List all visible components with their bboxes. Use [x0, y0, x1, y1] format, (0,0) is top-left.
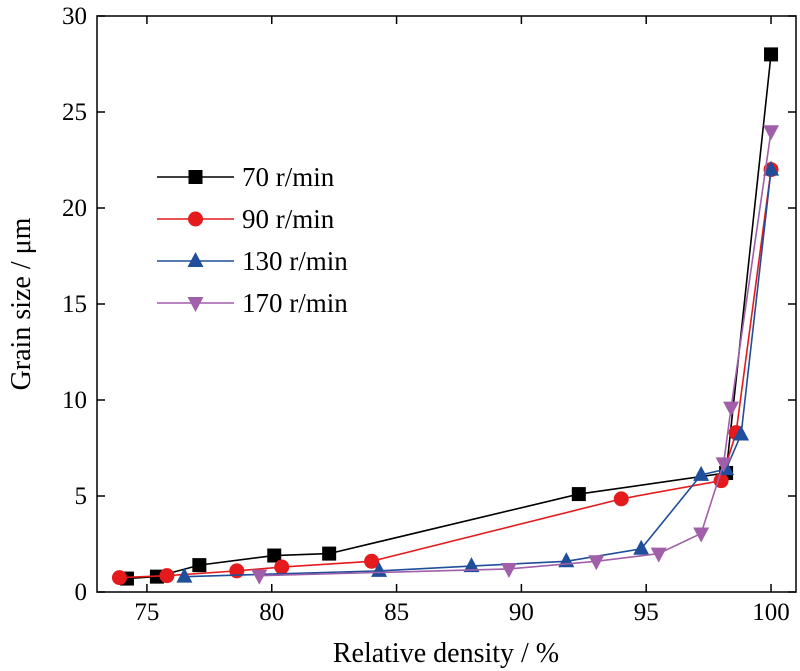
data-point [764, 47, 779, 62]
series-line [119, 169, 772, 579]
series-layer [111, 47, 780, 586]
x-tick-label: 95 [634, 599, 659, 626]
x-tick-label: 80 [259, 599, 284, 626]
legend-label: 130 r/min [242, 246, 348, 276]
legend-item: 130 r/min [157, 246, 348, 276]
series-line [126, 54, 772, 580]
data-point [251, 569, 268, 585]
data-point [159, 568, 175, 584]
y-tick-label: 10 [62, 387, 87, 414]
legend-marker [187, 297, 204, 312]
y-tick-label: 5 [75, 483, 88, 510]
x-tick-label: 100 [752, 599, 790, 626]
legend: 70 r/min 90 r/min 130 r/min 170 r/min [157, 162, 348, 318]
legend-item: 170 r/min [157, 288, 348, 318]
data-point [229, 563, 245, 579]
data-point [633, 539, 650, 555]
series-4 [251, 125, 780, 585]
series-line [259, 131, 772, 577]
series-3 [176, 160, 780, 583]
series-1 [119, 47, 779, 586]
data-point [500, 562, 517, 578]
data-point [733, 425, 750, 441]
legend-marker [188, 170, 203, 184]
y-tick-label: 30 [62, 3, 87, 30]
data-point [763, 160, 780, 176]
data-point [322, 546, 337, 561]
legend-item: 70 r/min [157, 162, 335, 192]
data-point [715, 457, 732, 473]
data-point [274, 559, 290, 575]
y-tick-label: 25 [62, 99, 87, 126]
legend-label: 90 r/min [242, 204, 335, 234]
x-axis-title: Relative density / % [333, 638, 559, 669]
x-tick-label: 75 [134, 599, 159, 626]
data-point [111, 570, 127, 586]
y-tick-label: 15 [62, 291, 87, 318]
y-axis-title: Grain size / μm [6, 217, 37, 390]
data-point [364, 553, 380, 569]
data-point [763, 125, 780, 141]
legend-label: 170 r/min [242, 288, 348, 318]
data-point [693, 465, 710, 481]
x-tick-label: 85 [384, 599, 409, 626]
legend-marker [187, 252, 204, 267]
y-tick-label: 0 [75, 579, 88, 606]
plot-frame [96, 15, 797, 593]
legend-marker [188, 211, 203, 227]
data-point [723, 401, 740, 417]
series-2 [111, 162, 779, 586]
data-point [650, 547, 667, 563]
legend-item: 90 r/min [157, 204, 335, 234]
y-tick-label: 20 [62, 195, 87, 222]
legend-label: 70 r/min [242, 162, 335, 192]
data-point [176, 567, 193, 583]
data-point [267, 548, 282, 563]
x-tick-label: 90 [509, 599, 534, 626]
data-point [192, 558, 207, 573]
data-point [588, 555, 605, 571]
data-point [571, 487, 586, 502]
data-point [463, 557, 480, 573]
data-point [613, 491, 629, 507]
data-point [693, 527, 710, 543]
axis-ticks: 75 80 85 90 95 100 0 5 10 15 20 25 30 [62, 3, 796, 626]
